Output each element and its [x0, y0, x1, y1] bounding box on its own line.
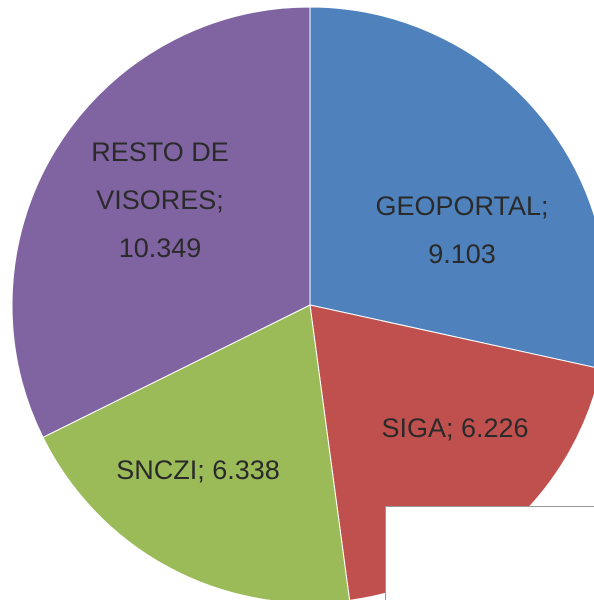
data-label: GEOPORTAL; 9.103 — [375, 191, 549, 269]
data-label: SNCZI; 6.338 — [116, 455, 280, 485]
data-label: SIGA; 6.226 — [381, 413, 529, 443]
pie-slice — [309, 6, 594, 368]
pie-slice — [11, 6, 311, 439]
pie-slice — [42, 304, 351, 600]
overlay-box — [385, 506, 594, 600]
data-label: RESTO DE VISORES; 10.349 — [91, 137, 229, 263]
